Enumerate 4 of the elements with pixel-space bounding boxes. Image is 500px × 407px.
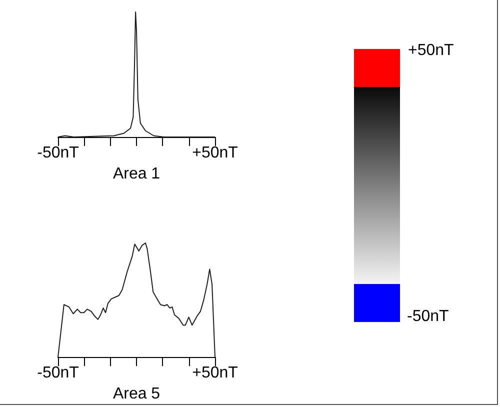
x-axis-title: Area 1 [112, 165, 160, 182]
text: -50nT [407, 308, 449, 326]
x-axis-title: Area 5 [112, 386, 160, 402]
text: +50nT [408, 42, 454, 60]
